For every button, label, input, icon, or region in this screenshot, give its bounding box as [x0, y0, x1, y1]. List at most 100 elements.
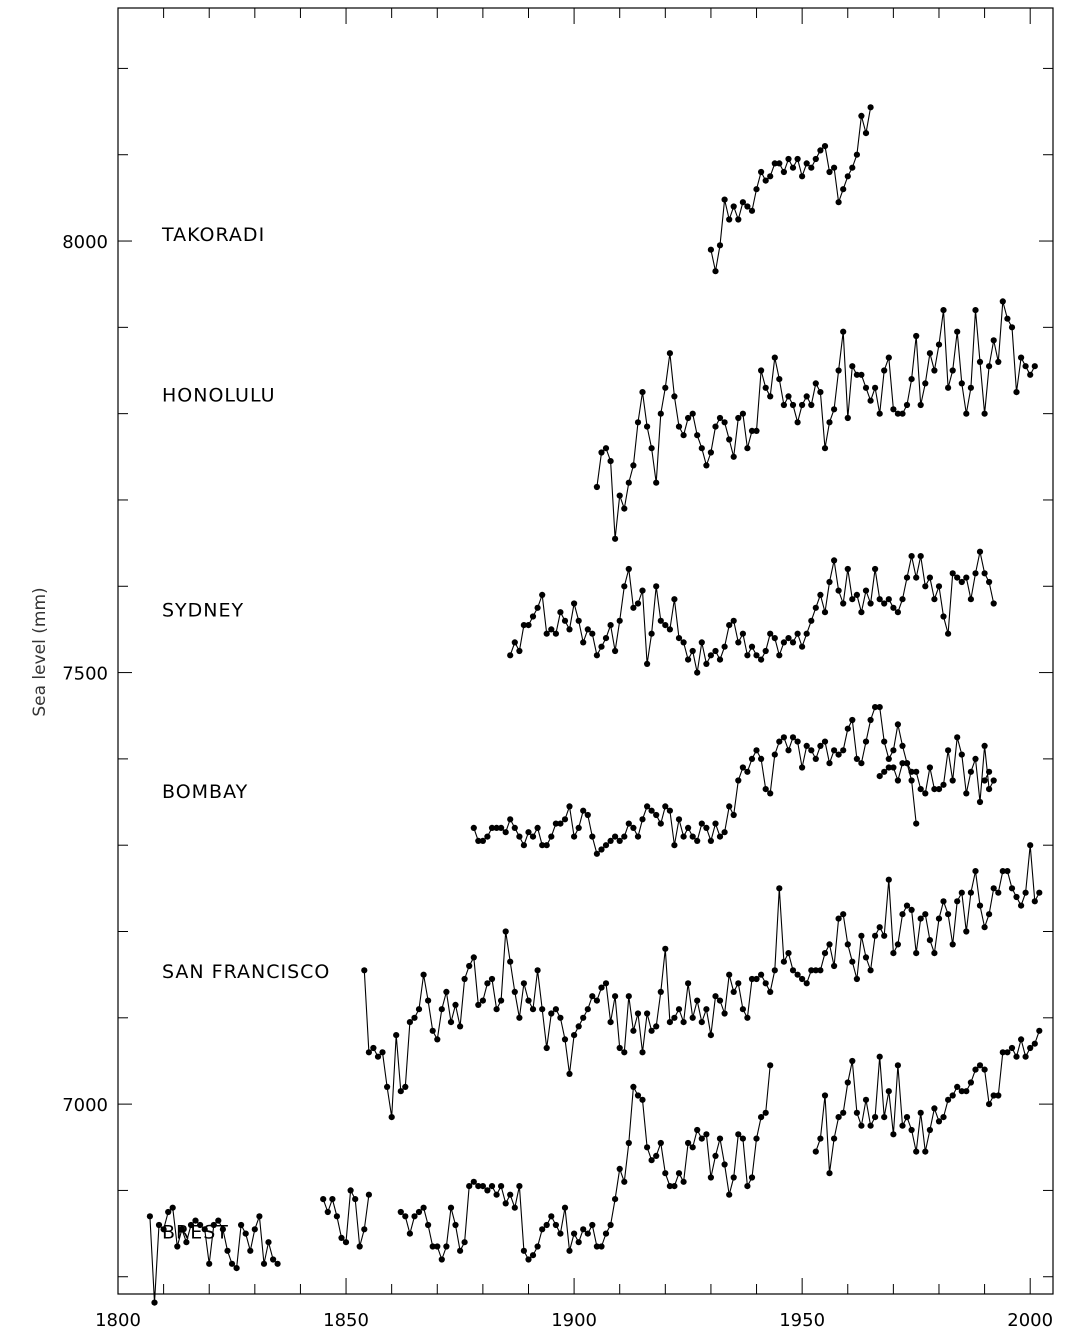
data-point-san-francisco	[954, 898, 961, 905]
data-point-san-francisco	[894, 941, 902, 948]
data-point-san-francisco	[758, 971, 765, 978]
data-point-honolulu	[662, 384, 669, 391]
data-point-brest	[165, 1208, 172, 1216]
data-point-sydney	[899, 596, 906, 603]
data-point-bombay	[945, 747, 952, 754]
data-point-sydney	[945, 630, 952, 637]
data-point-san-francisco	[415, 1006, 423, 1013]
data-point-brest	[251, 1226, 258, 1233]
data-point-sydney	[602, 635, 610, 642]
data-point-sydney	[840, 600, 847, 607]
data-point-san-francisco	[799, 975, 806, 983]
data-point-san-francisco	[1022, 889, 1029, 896]
data-point-san-francisco	[789, 967, 797, 974]
data-point-bombay	[548, 833, 555, 840]
data-point-brest	[666, 1183, 674, 1190]
data-point-bombay	[762, 786, 769, 793]
data-point-bombay	[990, 777, 997, 784]
data-point-brest	[434, 1243, 441, 1250]
data-point-brest	[726, 1191, 733, 1198]
data-point-bombay	[917, 786, 924, 793]
data-point-san-francisco	[657, 988, 664, 996]
data-point-brest	[525, 1256, 532, 1263]
data-point-bombay	[634, 833, 642, 840]
data-point-honolulu	[990, 337, 997, 344]
data-point-sydney	[771, 635, 778, 642]
data-point-brest	[671, 1183, 678, 1190]
data-point-sydney	[675, 635, 683, 642]
data-point-bombay	[890, 747, 897, 754]
data-point-san-francisco	[429, 1027, 436, 1034]
data-point-bombay	[776, 738, 783, 745]
data-point-brest	[995, 1092, 1002, 1099]
data-point-sydney	[680, 639, 687, 646]
data-point-bombay	[675, 816, 683, 823]
data-point-honolulu	[995, 358, 1002, 365]
data-point-san-francisco	[598, 984, 605, 991]
data-point-sydney	[525, 622, 532, 629]
data-point-san-francisco	[840, 911, 847, 918]
data-point-bombay	[484, 833, 491, 840]
data-point-san-francisco	[726, 971, 733, 978]
data-point-san-francisco	[634, 1010, 642, 1017]
data-point-honolulu	[1022, 363, 1029, 370]
data-point-bombay	[685, 824, 692, 832]
data-point-sydney	[511, 639, 518, 646]
data-point-san-francisco	[744, 1014, 751, 1021]
data-point-bombay	[922, 790, 929, 797]
data-point-brest	[744, 1183, 751, 1190]
series-points	[146, 104, 1043, 1306]
data-point-sydney	[789, 639, 797, 646]
data-point-sydney	[780, 639, 788, 646]
data-point-bombay	[607, 837, 614, 845]
data-point-bombay	[502, 829, 509, 836]
data-point-bombay	[803, 742, 810, 750]
data-point-brest	[703, 1131, 710, 1138]
data-point-brest	[452, 1221, 459, 1229]
data-point-brest	[548, 1213, 555, 1220]
data-point-honolulu	[931, 367, 938, 374]
data-point-takoradi	[767, 173, 774, 180]
data-point-brest	[566, 1247, 573, 1254]
data-point-bombay	[935, 786, 943, 793]
data-point-san-francisco	[872, 932, 879, 939]
data-point-san-francisco	[479, 997, 486, 1004]
data-point-bombay	[534, 824, 541, 832]
data-point-takoradi	[817, 147, 824, 154]
data-point-san-francisco	[438, 1006, 445, 1013]
data-point-brest	[972, 1066, 979, 1073]
data-point-brest	[342, 1239, 350, 1246]
data-point-brest	[1031, 1040, 1038, 1047]
data-point-sydney	[876, 596, 883, 603]
data-point-honolulu	[593, 483, 601, 491]
data-point-sydney	[926, 574, 934, 581]
data-point-brest	[571, 1230, 578, 1237]
data-point-honolulu	[853, 371, 861, 378]
data-point-bombay	[940, 781, 947, 788]
data-point-bombay	[881, 738, 888, 745]
data-point-honolulu	[634, 419, 642, 426]
data-point-san-francisco	[557, 1014, 564, 1021]
data-point-brest	[602, 1230, 610, 1237]
data-point-bombay	[963, 790, 970, 797]
data-point-brest	[862, 1096, 870, 1103]
data-point-san-francisco	[945, 911, 952, 918]
data-point-brest	[694, 1126, 701, 1134]
data-point-brest	[260, 1260, 268, 1267]
data-point-honolulu	[744, 445, 751, 452]
data-point-san-francisco	[849, 958, 856, 965]
data-point-takoradi	[835, 199, 842, 206]
data-point-honolulu	[972, 307, 979, 314]
data-point-san-francisco	[612, 993, 619, 1000]
data-point-bombay	[780, 734, 788, 741]
data-point-bombay	[488, 824, 496, 832]
data-point-brest	[1036, 1027, 1043, 1034]
data-point-bombay	[493, 824, 500, 832]
data-point-bombay	[703, 824, 710, 832]
data-point-brest	[539, 1226, 546, 1233]
data-point-bombay	[812, 755, 819, 763]
data-point-bombay	[853, 755, 861, 763]
data-point-sydney	[744, 652, 751, 659]
data-point-sydney	[826, 578, 833, 586]
data-point-san-francisco	[1008, 885, 1016, 892]
